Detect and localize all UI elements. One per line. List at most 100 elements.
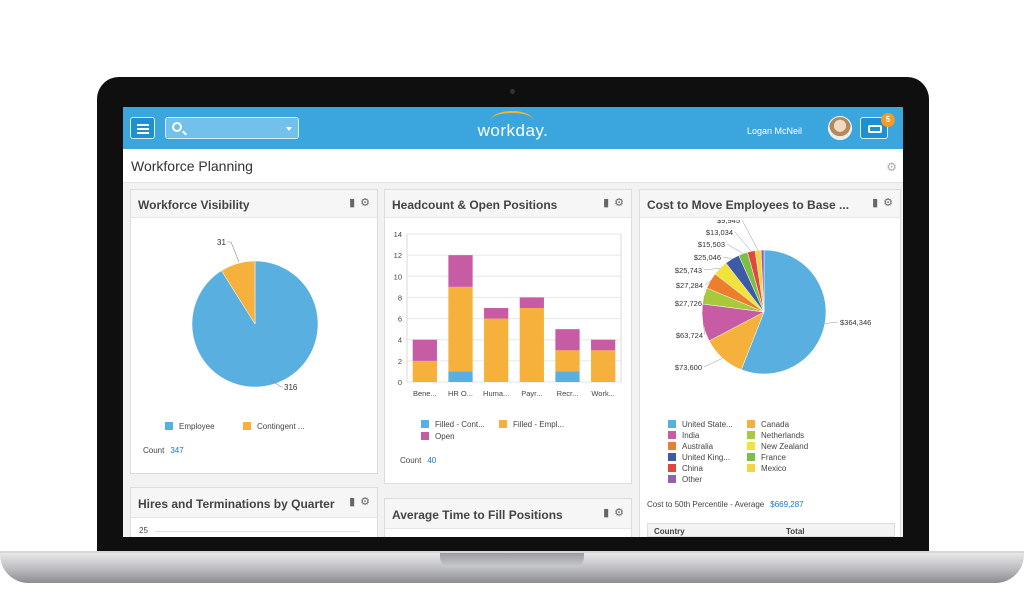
legend-item[interactable]: Australia: [668, 442, 713, 451]
panel-title: Workforce Visibility: [138, 198, 250, 212]
leader-line: [702, 322, 706, 336]
gear-icon[interactable]: ⚙: [614, 197, 624, 209]
legend-item[interactable]: Mexico: [747, 464, 786, 473]
cost-to-move-panel: Cost to Move Employees to Base ... ▮ ⚙ $3…: [639, 189, 901, 537]
chart-view-icon[interactable]: ▮: [603, 197, 610, 209]
gear-icon[interactable]: ⚙: [360, 496, 370, 508]
y-tick-label: 8: [398, 293, 402, 302]
pie-slice[interactable]: [760, 249, 765, 313]
workforce-visibility-chart: 316 31: [191, 238, 319, 392]
x-tick-label: Bene...: [413, 389, 437, 398]
laptop-notch: [440, 553, 584, 567]
summary-row: Cost to 50th Percentile - Average $669,28…: [647, 500, 804, 509]
gear-icon[interactable]: ⚙: [360, 197, 370, 209]
bar-segment[interactable]: [448, 255, 473, 287]
data-label: $27,284: [676, 281, 703, 290]
bar-segment[interactable]: [484, 318, 509, 382]
legend-item-employee[interactable]: Employee: [165, 422, 215, 431]
notification-badge[interactable]: 5: [881, 113, 895, 127]
x-tick-label: Work...: [591, 389, 615, 398]
gear-icon[interactable]: ⚙: [883, 197, 893, 209]
workforce-visibility-panel: Workforce Visibility ▮ ⚙ 316 31 Employee C…: [130, 189, 378, 474]
bar-segment[interactable]: [448, 371, 473, 382]
leader-line: [726, 243, 744, 254]
hamburger-menu-icon[interactable]: [130, 117, 155, 139]
bar-segment[interactable]: [412, 339, 437, 361]
data-label: $25,046: [694, 253, 721, 262]
count-row: Count 347: [143, 446, 184, 455]
gridline: [155, 531, 360, 532]
legend-item-contingent[interactable]: Contingent ...: [243, 422, 305, 431]
count-value[interactable]: 40: [427, 456, 437, 465]
leader-line: [227, 241, 240, 263]
leader-line: [741, 220, 759, 251]
workday-logo[interactable]: workday.: [477, 121, 549, 140]
bar-segment[interactable]: [555, 350, 580, 372]
headcount-chart: 0 2 4 6 8 10 12 14 Bene... HR O... Huma... Payr... R…: [394, 230, 622, 398]
panel-title: Cost to Move Employees to Base ...: [647, 198, 850, 212]
y-tick-label: 12: [394, 251, 402, 260]
bar-segment[interactable]: [412, 360, 437, 382]
data-label: $15,503: [698, 240, 725, 249]
country-table-header: Country Total: [647, 523, 895, 537]
chart-view-icon[interactable]: ▮: [349, 197, 356, 209]
panel-title: Average Time to Fill Positions: [392, 508, 563, 522]
bar-segment[interactable]: [484, 308, 509, 319]
y-tick-label: 0: [398, 378, 402, 387]
data-label: $25,743: [675, 266, 702, 275]
axis-tick-label: 25: [139, 526, 148, 535]
logo-arc-icon: [491, 111, 533, 129]
bar-segment[interactable]: [591, 339, 616, 351]
title-bar: Workforce Planning ⚙: [123, 149, 903, 183]
table-header-country[interactable]: Country: [654, 527, 685, 536]
legend-item[interactable]: Other: [668, 475, 702, 484]
search-input[interactable]: [165, 117, 299, 139]
legend-item[interactable]: Netherlands: [747, 431, 804, 440]
leader-line: [734, 231, 752, 252]
legend-item[interactable]: France: [747, 453, 786, 462]
legend-item[interactable]: India: [668, 431, 699, 440]
legend-item[interactable]: China: [668, 464, 703, 473]
bar-segment[interactable]: [555, 329, 580, 351]
page-title: Workforce Planning: [131, 158, 253, 174]
data-label: $9,945: [717, 220, 740, 225]
count-value[interactable]: 347: [170, 446, 184, 455]
legend-item[interactable]: New Zealand: [747, 442, 808, 451]
pie-slice[interactable]: [221, 260, 256, 325]
hires-terminations-panel: Hires and Terminations by Quarter ▮ ⚙ 25: [130, 487, 378, 537]
legend-item-filled-cont[interactable]: Filled - Cont...: [421, 420, 485, 429]
bar-segment[interactable]: [555, 371, 580, 382]
headcount-panel: Headcount & Open Positions ▮ ⚙ 0 2 4 6 8 10 12 1…: [384, 189, 632, 484]
camera-icon: [510, 89, 515, 94]
legend-item[interactable]: Canada: [747, 420, 789, 429]
legend-item-filled-empl[interactable]: Filled - Empl...: [499, 420, 564, 429]
data-label: $27,726: [675, 299, 702, 308]
data-label: 316: [284, 383, 298, 392]
y-tick-label: 4: [398, 336, 402, 345]
y-tick-label: 6: [398, 315, 402, 324]
leader-line: [270, 379, 283, 388]
top-bar: workday. Logan McNeil 5: [123, 107, 903, 149]
bar-segment[interactable]: [448, 286, 473, 372]
bar-segment[interactable]: [519, 308, 544, 382]
table-header-total[interactable]: Total: [786, 527, 805, 536]
count-row: Count 40: [400, 456, 437, 465]
chart-view-icon[interactable]: ▮: [349, 496, 356, 508]
x-tick-label: Recr...: [557, 389, 579, 398]
legend-item[interactable]: United King...: [668, 453, 730, 462]
x-tick-label: HR O...: [448, 389, 473, 398]
bar-segment[interactable]: [591, 350, 616, 382]
summary-value[interactable]: $669,287: [770, 500, 804, 509]
y-tick-label: 10: [394, 272, 402, 281]
gear-icon[interactable]: ⚙: [614, 507, 624, 519]
user-name[interactable]: Logan McNeil: [747, 126, 803, 136]
chart-view-icon[interactable]: ▮: [872, 197, 879, 209]
chevron-down-icon[interactable]: [286, 127, 292, 131]
legend-item-open[interactable]: Open: [421, 432, 455, 441]
legend-item[interactable]: United State...: [668, 420, 733, 429]
bar-segment[interactable]: [519, 297, 544, 308]
avatar[interactable]: [828, 116, 852, 140]
y-tick-label: 2: [398, 357, 402, 366]
chart-view-icon[interactable]: ▮: [603, 507, 610, 519]
gear-icon[interactable]: ⚙: [886, 160, 897, 174]
